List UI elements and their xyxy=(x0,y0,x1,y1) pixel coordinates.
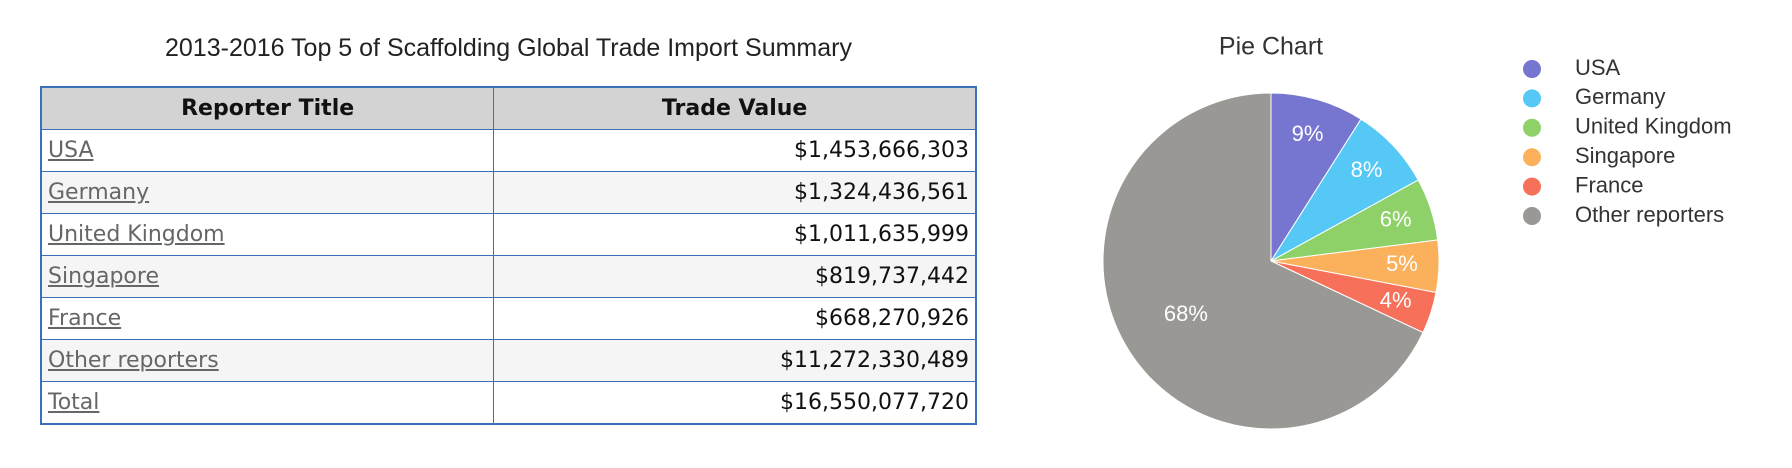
slice-label: 9% xyxy=(1292,121,1324,146)
reporter-link[interactable]: Germany xyxy=(48,180,150,205)
column-header: Reporter Title xyxy=(40,86,495,130)
reporter-link[interactable]: France xyxy=(48,306,122,331)
column-header: Trade Value xyxy=(493,86,977,130)
reporter-cell: Singapore xyxy=(40,255,495,298)
legend-label: Germany xyxy=(1575,84,1665,109)
slice-label: 68% xyxy=(1164,301,1208,326)
slice-label: 5% xyxy=(1386,251,1418,276)
reporter-cell: Germany xyxy=(40,171,495,214)
table-row: Germany $1,324,436,561 xyxy=(40,171,977,214)
chart-title: Pie Chart xyxy=(1219,33,1323,61)
reporter-cell: USA xyxy=(40,129,495,172)
value-cell: $11,272,330,489 xyxy=(493,339,977,382)
table-row: Other reporters $11,272,330,489 xyxy=(40,339,977,382)
value-cell: $16,550,077,720 xyxy=(493,381,977,425)
trade-table: Reporter Title Trade Value USA $1,453,666,3… xyxy=(40,86,977,425)
legend-marker xyxy=(1523,207,1541,225)
legend-label: Other reporters xyxy=(1575,202,1724,227)
legend-marker xyxy=(1523,118,1541,137)
table-title: 2013-2016 Top 5 of Scaffolding Global Tr… xyxy=(165,34,852,62)
slice-label: 8% xyxy=(1351,157,1383,182)
table-row: Singapore $819,737,442 xyxy=(40,255,977,298)
reporter-cell: Other reporters xyxy=(40,339,495,382)
pie-chart: Pie Chart 9% 8% 6% 5% 4% 68% USA Germany United … xyxy=(1102,33,1732,430)
table-row: United Kingdom $1,011,635,999 xyxy=(40,213,977,256)
reporter-link[interactable]: Other reporters xyxy=(48,348,219,373)
value-cell: $819,737,442 xyxy=(493,255,977,298)
table-row: USA $1,453,666,303 xyxy=(40,129,977,172)
value-cell: $668,270,926 xyxy=(493,297,977,340)
legend-marker xyxy=(1523,148,1541,167)
value-cell: $1,324,436,561 xyxy=(493,171,977,214)
header-row: Reporter Title Trade Value xyxy=(40,86,977,130)
legend-label: United Kingdom xyxy=(1575,114,1732,139)
legend-label: Singapore xyxy=(1575,143,1675,168)
value-cell: $1,011,635,999 xyxy=(493,213,977,256)
pie-slice xyxy=(1102,92,1424,430)
legend-label: France xyxy=(1575,172,1643,197)
legend-marker xyxy=(1523,89,1541,108)
slice-label: 6% xyxy=(1380,206,1412,231)
reporter-link[interactable]: Total xyxy=(48,390,100,415)
legend-label: USA xyxy=(1575,55,1621,80)
legend-marker xyxy=(1523,177,1541,196)
pie-slice xyxy=(1270,92,1362,263)
value-cell: $1,453,666,303 xyxy=(493,129,977,172)
reporter-link[interactable]: Singapore xyxy=(48,264,159,289)
table-row: France $668,270,926 xyxy=(40,297,977,340)
reporter-cell: Total xyxy=(40,381,495,425)
reporter-cell: United Kingdom xyxy=(40,213,495,256)
table-row: Total $16,550,077,720 xyxy=(40,381,977,425)
reporter-link[interactable]: United Kingdom xyxy=(48,222,225,247)
slice-label: 4% xyxy=(1380,287,1412,312)
reporter-link[interactable]: USA xyxy=(48,138,94,163)
reporter-cell: France xyxy=(40,297,495,340)
legend-marker xyxy=(1523,60,1541,78)
